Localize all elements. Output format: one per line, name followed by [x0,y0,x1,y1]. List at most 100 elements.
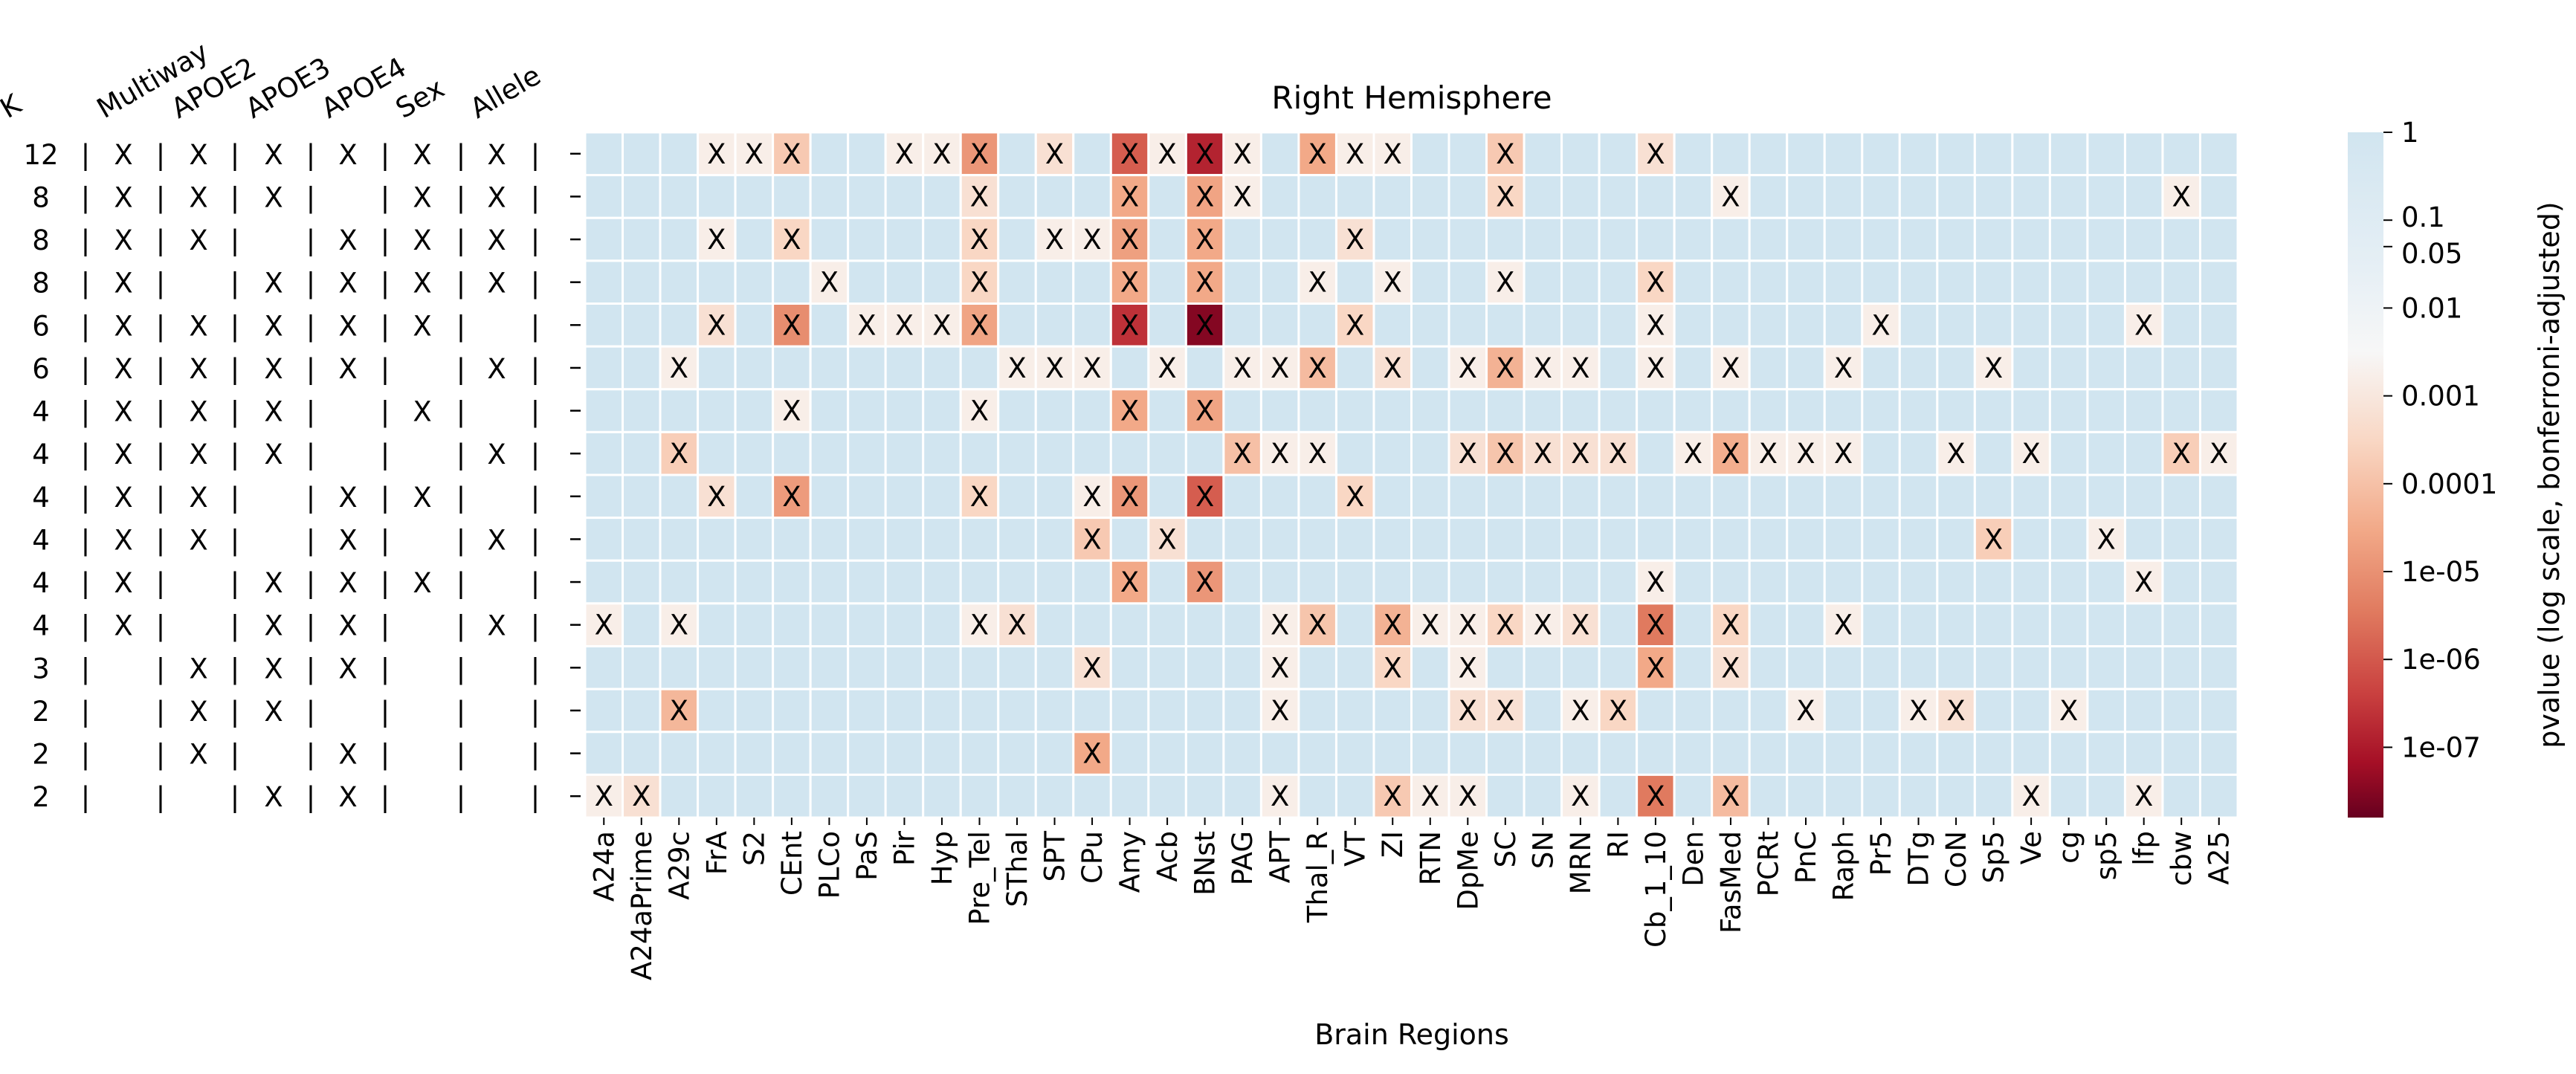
factor-mark: X [264,781,283,813]
heatmap-cell [1748,688,1789,734]
heatmap-cell [1372,688,1413,734]
x-tick-label: RTN [1415,831,1447,885]
heatmap-cell [2198,345,2239,391]
heatmap-cell [1936,559,1976,605]
heatmap-cell [1560,388,1601,433]
heatmap-cell [1973,731,2014,776]
heatmap-cell [2123,259,2164,305]
table-separator: | [230,567,239,599]
heatmap-cell [809,688,850,734]
heatmap-cell [847,517,887,562]
heatmap-cell [2123,430,2164,476]
table-separator: | [306,310,315,342]
heatmap-cell [1711,388,1751,433]
heatmap-cell [922,430,962,476]
table-separator: | [381,181,390,213]
significance-mark: X [970,138,989,170]
heatmap-cell [1636,216,1676,262]
heatmap-cell [2086,430,2126,476]
significance-mark: X [1459,609,1477,641]
significance-mark: X [1082,352,1101,384]
heatmap-cell [1297,259,1337,305]
heatmap-cell [1147,559,1187,605]
heatmap-cell [2123,303,2164,348]
significance-mark: X [745,138,764,170]
heatmap-cell [1259,216,1300,262]
heatmap-cell [1147,473,1187,520]
significance-mark: X [1195,566,1214,598]
significance-mark: X [782,481,801,513]
heatmap-cell [847,131,887,177]
heatmap-cell [2161,688,2201,734]
table-separator: | [306,781,315,813]
heatmap-cell [622,430,662,476]
heatmap-cell [847,430,887,476]
heatmap-cell [1410,473,1450,520]
heatmap-cell [1523,216,1563,262]
significance-mark: X [1120,309,1139,341]
heatmap-cell [1560,345,1601,391]
significance-mark: X [1120,267,1139,299]
heatmap-cell [809,517,850,562]
heatmap-cell [2048,602,2089,647]
table-separator: | [156,439,165,470]
heatmap-cell [659,473,700,520]
significance-mark: X [1233,352,1251,384]
heatmap-cell [1898,303,1939,348]
heatmap-cell [847,345,887,391]
significance-mark: X [1045,138,1064,170]
heatmap-cell [1410,345,1450,391]
heatmap-cell [1973,303,2014,348]
factor-mark: X [114,139,132,171]
significance-mark: X [1233,138,1251,170]
heatmap-cell [1711,559,1751,605]
x-tick-label: Pr5 [1865,831,1897,876]
significance-mark: X [1271,780,1289,812]
heatmap-cell [1259,345,1300,391]
heatmap-cell [809,731,850,776]
heatmap-cell [1598,773,1639,819]
heatmap-cell [884,602,925,647]
significance-mark: X [1459,352,1477,384]
heatmap-cell [1410,303,1450,348]
heatmap-cell [959,688,1000,734]
table-separator: | [156,396,165,428]
table-separator: | [81,310,90,342]
table-separator: | [156,482,165,514]
significance-mark: X [1684,438,1702,470]
significance-mark: X [1271,695,1289,727]
factor-header: APOE3 [240,51,336,125]
heatmap-cell [1184,731,1225,776]
heatmap-cell [809,131,850,177]
table-separator: | [230,610,239,642]
heatmap-cell [1786,645,1826,690]
heatmap-cell [1523,645,1563,690]
heatmap-cell [1147,773,1187,819]
heatmap-cell [1034,174,1075,219]
heatmap-cell [622,517,662,562]
heatmap-cell [2198,645,2239,690]
table-separator: | [381,310,390,342]
heatmap-cell [1823,131,1864,177]
significance-mark: X [1984,523,2003,555]
heatmap-cell [1861,517,1901,562]
heatmap-cell [1072,430,1112,476]
k-value: 4 [32,396,50,428]
heatmap-cell [734,430,775,476]
significance-mark: X [670,438,688,470]
heatmap-cell [1259,559,1300,605]
heatmap-cell [584,602,624,647]
heatmap-cell [2048,517,2089,562]
table-separator: | [306,696,315,728]
significance-mark: X [1308,438,1327,470]
heatmap-cell [1598,645,1639,690]
heatmap-cell [1147,131,1187,177]
heatmap-cell [1560,517,1601,562]
heatmap-cell [1259,303,1300,348]
heatmap-cell [1334,688,1375,734]
heatmap-cell [1523,303,1563,348]
heatmap-cell [959,216,1000,262]
heatmap-cell [997,259,1037,305]
heatmap-cell [1748,131,1789,177]
x-tick-label: PCRt [1752,831,1784,896]
